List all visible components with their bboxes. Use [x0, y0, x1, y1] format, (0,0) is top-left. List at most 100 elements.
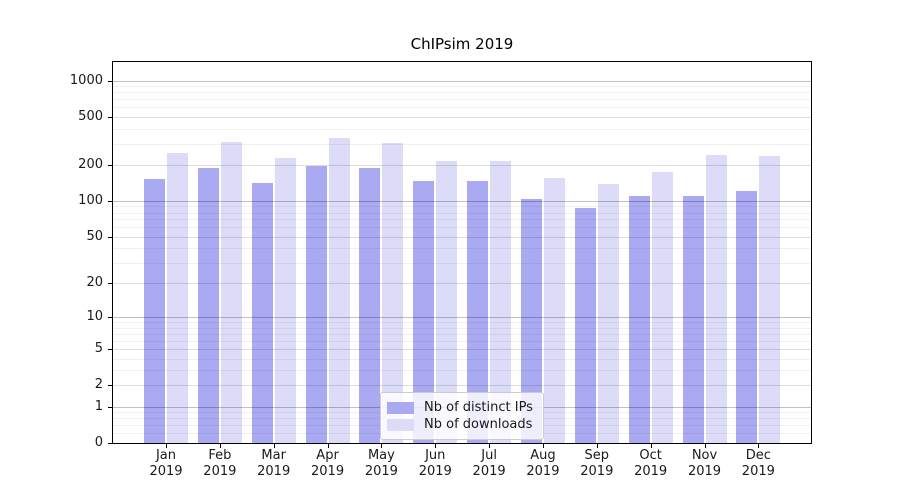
- x-tick-label-line: 2019: [257, 464, 291, 479]
- x-tick-label-line: 2019: [311, 464, 345, 479]
- x-tick-label-line: Jun: [425, 448, 446, 463]
- bar-ips-jan: [144, 179, 165, 443]
- x-tick-label-line: 2019: [364, 464, 398, 479]
- gridline-minor-7: [113, 333, 811, 335]
- legend-label-downloads: Nb of downloads: [424, 417, 533, 432]
- gridline-minor-600: [113, 107, 811, 109]
- x-tick-mark-1: [219, 444, 221, 448]
- y-tick-mark-1000: [108, 80, 113, 82]
- x-tick-label-line: 2019: [418, 464, 452, 479]
- x-tick-mark-10: [704, 444, 706, 448]
- gridline-5: [113, 349, 811, 351]
- x-tick-label-aug: Aug 2019: [515, 448, 571, 480]
- x-tick-label-apr: Apr 2019: [300, 448, 356, 480]
- bar-downloads-nov: [705, 154, 727, 443]
- x-tick-label-feb: Feb 2019: [192, 448, 248, 480]
- gridline-20: [113, 283, 811, 285]
- x-tick-label-line: Aug: [530, 448, 556, 463]
- bar-downloads-jan: [167, 153, 188, 443]
- y-tick-mark-500: [108, 117, 113, 119]
- legend-item-downloads: Nb of downloads: [387, 416, 543, 433]
- x-tick-mark-0: [166, 444, 167, 448]
- legend: Nb of distinct IPs Nb of downloads: [380, 392, 544, 440]
- x-tick-label-line: May: [367, 448, 395, 463]
- x-tick-label-line: 2019: [634, 464, 668, 479]
- gridline-minor-40: [113, 248, 811, 250]
- y-tick-label-500: 500: [78, 109, 103, 125]
- bar-ips-sep: [574, 208, 596, 443]
- x-tick-label-may: May 2019: [353, 448, 409, 480]
- y-tick-mark-2: [108, 385, 113, 387]
- x-tick-mark-5: [435, 444, 437, 448]
- x-tick-label-line: 2019: [526, 464, 560, 479]
- y-tick-label-5: 5: [94, 341, 103, 357]
- x-tick-label-line: 2019: [687, 464, 722, 479]
- x-tick-label-jan: Jan 2019: [138, 448, 194, 480]
- x-tick-label-line: 2019: [149, 464, 183, 479]
- bar-downloads-oct: [651, 171, 673, 443]
- gridline-200: [113, 164, 811, 166]
- bar-downloads-sep: [597, 184, 619, 443]
- y-tick-mark-0: [108, 443, 113, 444]
- bar-downloads-jun: [436, 161, 458, 443]
- y-tick-label-100: 100: [78, 193, 103, 208]
- x-tick-mark-3: [327, 444, 329, 448]
- y-tick-label-1000: 1000: [69, 72, 103, 88]
- gridline-minor-8: [113, 327, 811, 329]
- y-tick-label-200: 200: [78, 156, 103, 172]
- legend-swatch-downloads-icon: [387, 418, 414, 431]
- y-tick-label-50: 50: [86, 228, 103, 244]
- x-tick-label-line: 2019: [741, 464, 775, 479]
- gridline-minor-400: [113, 128, 811, 130]
- y-tick-mark-10: [108, 317, 113, 319]
- x-tick-label-line: 2019: [472, 464, 506, 479]
- x-tick-label-dec: Dec 2019: [730, 448, 786, 480]
- bar-ips-may: [359, 167, 381, 443]
- legend-swatch-distinct-ips-icon: [387, 401, 414, 414]
- y-tick-mark-5: [108, 349, 113, 351]
- bar-downloads-dec: [759, 156, 781, 443]
- x-tick-label-jun: Jun 2019: [407, 448, 463, 480]
- bar-ips-jun: [413, 180, 435, 443]
- bar-ips-aug: [520, 199, 542, 443]
- y-tick-mark-100: [108, 201, 113, 202]
- bar-downloads-feb: [220, 142, 242, 443]
- gridline-minor-60: [113, 227, 811, 229]
- x-tick-label-sep: Sep 2019: [569, 448, 625, 480]
- gridline-500: [113, 117, 811, 119]
- x-tick-mark-2: [273, 444, 275, 448]
- bar-ips-apr: [305, 165, 327, 443]
- gridline-minor-6: [113, 340, 811, 342]
- y-tick-label-2: 2: [94, 377, 103, 393]
- gridline-minor-800: [113, 92, 811, 94]
- gridline-minor-80: [113, 212, 811, 214]
- x-tick-label-jul: Jul 2019: [461, 448, 517, 480]
- x-tick-label-mar: Mar 2019: [246, 448, 302, 480]
- x-tick-label-line: Dec: [745, 448, 771, 463]
- x-tick-label-line: Apr: [316, 448, 339, 463]
- gridline-10: [113, 317, 811, 319]
- gridline-1000: [113, 80, 811, 82]
- bar-downloads-jul: [490, 161, 512, 443]
- y-tick-label-10: 10: [86, 309, 103, 325]
- chart-title: ChIPsim 2019: [410, 35, 514, 53]
- bar-ips-dec: [736, 191, 758, 443]
- y-tick-mark-20: [108, 283, 113, 285]
- bar-downloads-aug: [543, 178, 565, 443]
- gridline-50: [113, 236, 811, 238]
- x-tick-label-line: Jul: [481, 448, 497, 463]
- x-tick-mark-11: [758, 444, 760, 448]
- bar-downloads-may: [382, 142, 404, 443]
- x-tick-mark-6: [489, 444, 491, 448]
- x-tick-label-line: Jan: [155, 448, 177, 463]
- bar-ips-oct: [628, 196, 650, 443]
- gridline-2: [113, 385, 811, 387]
- gridline-minor-3: [113, 370, 811, 372]
- y-tick-label-1: 1: [94, 398, 103, 414]
- x-tick-label-line: Sep: [584, 448, 610, 463]
- x-tick-mark-4: [381, 444, 383, 448]
- gridline-minor-4: [113, 358, 811, 360]
- legend-item-distinct-ips: Nb of distinct IPs: [387, 399, 543, 416]
- plot-area: [113, 62, 811, 443]
